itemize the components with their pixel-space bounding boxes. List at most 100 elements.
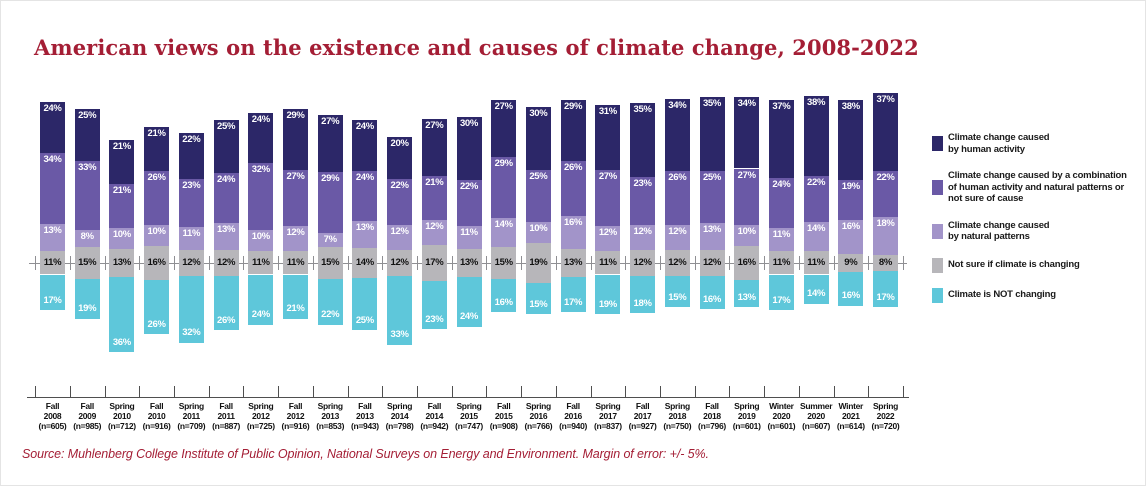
segment-value-label: 34% [668, 100, 687, 112]
bar-segment-natural-patterns: 10% [248, 230, 274, 252]
bar-segment-combination: 22% [873, 170, 898, 217]
bar-segment-not-changing: 24% [456, 276, 482, 327]
segment-value-label: 17% [876, 291, 895, 303]
category-label: Summer 2020 (n=607) [794, 401, 838, 431]
category-label: Winter 2021 (n=614) [829, 401, 873, 431]
segment-value-label: 14% [807, 288, 826, 300]
zero-axis-tick [590, 256, 592, 270]
bar-segment-natural-patterns: 12% [595, 226, 621, 252]
category-label-line: (n=607) [802, 421, 831, 431]
segment-value-label: 25% [529, 170, 548, 182]
category-label-line: (n=766) [524, 421, 553, 431]
bar-segment-not-sure: 11% [40, 251, 65, 275]
segment-value-label: 24% [251, 309, 270, 321]
segment-value-label: 10% [251, 231, 270, 243]
category-label-line: Fall [635, 401, 650, 411]
bottom-axis-tick [902, 386, 904, 397]
bottom-axis-tick [764, 386, 765, 397]
chart-title: American views on the existence and caus… [34, 35, 919, 60]
segment-value-label: 25% [78, 109, 97, 121]
segment-value-label: 13% [702, 224, 722, 236]
category-label: Spring 2013 (n=853) [308, 401, 352, 431]
bar-segment-human-activity: 35% [630, 103, 656, 177]
segment-value-label: 36% [112, 336, 131, 348]
category-label: Fall 2012 (n=916) [274, 401, 318, 431]
segment-value-label: 25% [702, 171, 722, 183]
segment-value-label: 18% [876, 217, 895, 229]
bar-segment-not-changing: 26% [144, 279, 170, 335]
bar-segment-natural-patterns: 13% [213, 223, 239, 251]
segment-value-label: 29% [286, 109, 305, 121]
bottom-axis-tick [208, 386, 210, 397]
legend-label: Climate change caused by natural patterns [948, 219, 1050, 243]
segment-value-label: 14% [494, 218, 513, 230]
bar-segment-human-activity: 27% [421, 119, 447, 176]
bar-segment-not-sure: 13% [456, 249, 482, 277]
segment-value-label: 13% [355, 222, 374, 233]
segment-value-label: 12% [668, 257, 687, 269]
category-label-line: (n=887) [212, 421, 241, 431]
bottom-axis-tick [521, 386, 523, 397]
bar-segment-not-changing: 16% [491, 278, 517, 313]
category-label: Spring 2018 (n=750) [655, 401, 699, 431]
segment-value-label: 38% [841, 101, 860, 113]
segment-value-label: 25% [217, 121, 236, 133]
bar-segment-human-activity: 27% [491, 100, 517, 157]
zero-axis-tick [278, 256, 280, 270]
segment-value-label: 11% [182, 228, 201, 240]
segment-value-label: 24% [355, 121, 374, 133]
legend-label: Climate change caused by human activity [948, 132, 1050, 155]
zero-axis-tick [416, 256, 418, 270]
segment-value-label: 24% [772, 178, 791, 190]
category-label-line: (n=985) [73, 421, 102, 431]
bar-segment-not-sure: 9% [838, 253, 864, 273]
segment-value-label: 14% [355, 257, 374, 269]
category-label: Spring 2014 (n=798) [378, 401, 422, 431]
segment-value-label: 25% [355, 314, 374, 326]
segment-value-label: 16% [737, 257, 756, 269]
category-label-line: (n=908) [489, 421, 518, 431]
category-label-line: Spring [248, 401, 274, 411]
segment-value-label: 12% [425, 220, 444, 232]
segment-value-label: 12% [390, 226, 409, 238]
bar-segment-combination: 33% [74, 161, 100, 231]
segment-value-label: 38% [807, 97, 826, 108]
category-label: Fall 2015 (n=908) [482, 401, 526, 431]
bar-segment-natural-patterns: 10% [525, 222, 551, 244]
category-label-line: Fall [496, 401, 511, 411]
legend-item: Climate change caused by a combination of… [932, 170, 1137, 205]
category-label-line: (n=720) [871, 421, 900, 431]
bottom-axis-tick [729, 386, 731, 397]
bar-segment-natural-patterns: 11% [456, 226, 482, 250]
bar-segment-human-activity: 31% [595, 104, 621, 170]
segment-value-label: 27% [737, 169, 756, 181]
bar-segment-not-sure: 11% [803, 251, 829, 275]
bar-segment-not-changing: 14% [803, 274, 829, 304]
segment-value-label: 21% [112, 141, 131, 153]
bottom-axis-tick [833, 386, 835, 397]
category-label: Spring 2022 (n=720) [864, 401, 908, 431]
category-label-line: 2014 [425, 411, 444, 421]
bar-segment-not-sure: 13% [109, 249, 135, 277]
bar-segment-not-changing: 17% [873, 271, 898, 308]
segment-value-label: 34% [43, 153, 62, 165]
legend-item: Climate change caused by human activity [932, 132, 1137, 155]
bottom-axis-tick [625, 386, 627, 397]
segment-value-label: 12% [217, 257, 236, 269]
bottom-axis-tick [312, 386, 314, 397]
segment-value-label: 27% [425, 120, 444, 132]
category-label-line: 2012 [251, 411, 270, 421]
zero-axis-tick [347, 256, 349, 270]
bar-segment-not-changing: 16% [699, 275, 725, 310]
category-label-line: (n=750) [663, 421, 692, 431]
bar-segment-natural-patterns: 12% [387, 225, 413, 251]
bottom-axis-tick [174, 386, 175, 397]
category-label-line: Fall [288, 401, 303, 411]
bar-segment-not-changing: 32% [178, 275, 204, 343]
category-label-line: 2013 [356, 411, 374, 421]
category-label: Spring 2016 (n=766) [516, 401, 560, 431]
bottom-axis-tick [347, 386, 349, 397]
segment-value-label: 21% [425, 176, 444, 188]
bar-segment-human-activity: 24% [248, 112, 274, 164]
category-label-line: 2018 [668, 411, 687, 421]
